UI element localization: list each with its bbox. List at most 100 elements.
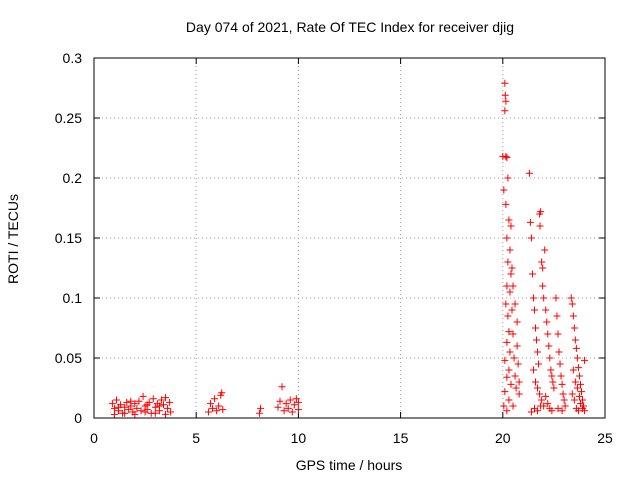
data-point: [538, 396, 546, 404]
data-point: [121, 409, 129, 417]
data-point: [503, 338, 511, 346]
data-point: [162, 410, 170, 418]
x-tick-label: 20: [495, 430, 511, 446]
data-point: [294, 398, 302, 406]
data-point: [514, 360, 522, 368]
data-point: [211, 395, 219, 403]
data-point: [501, 79, 509, 87]
data-point: [135, 397, 143, 405]
data-point: [509, 282, 517, 290]
data-point: [511, 372, 519, 380]
data-point: [542, 306, 550, 314]
data-point: [502, 200, 510, 208]
y-axis-label: ROTI / TECUs: [5, 194, 21, 284]
data-point: [502, 97, 510, 105]
data-point: [548, 372, 556, 380]
data-point: [502, 152, 510, 160]
data-point: [555, 348, 563, 356]
data-point: [294, 406, 302, 414]
data-point: [532, 378, 540, 386]
x-tick-label: 15: [393, 430, 409, 446]
data-point: [553, 312, 561, 320]
data-point: [506, 246, 514, 254]
y-tick-label: 0.2: [63, 170, 83, 186]
data-point: [501, 91, 509, 99]
data-point: [559, 390, 567, 398]
data-point: [162, 394, 170, 402]
data-point: [115, 403, 123, 411]
x-tick-label: 0: [90, 430, 98, 446]
data-point: [533, 336, 541, 344]
data-point: [573, 384, 581, 392]
data-point: [505, 396, 513, 404]
data-point: [207, 400, 215, 408]
data-point: [507, 380, 515, 388]
data-point: [500, 402, 508, 410]
data-point: [218, 389, 226, 397]
data-point: [513, 342, 521, 350]
data-point: [581, 356, 589, 364]
data-point: [543, 318, 551, 326]
data-point: [280, 407, 288, 415]
data-point: [576, 400, 584, 408]
data-points: [108, 79, 589, 418]
data-point: [532, 324, 540, 332]
data-point: [538, 258, 546, 266]
data-point: [274, 403, 282, 411]
data-point: [571, 378, 579, 386]
data-point: [292, 395, 300, 403]
data-point: [574, 364, 582, 372]
data-point: [215, 402, 223, 410]
y-tick-label: 0.05: [55, 350, 82, 366]
y-tick-label: 0.1: [63, 290, 83, 306]
data-point: [141, 408, 149, 416]
data-point: [507, 222, 515, 230]
data-point: [579, 396, 587, 404]
data-point: [166, 398, 174, 406]
data-point: [143, 401, 151, 409]
data-point: [256, 409, 264, 417]
data-point: [286, 396, 294, 404]
data-point: [572, 344, 580, 352]
data-point: [561, 402, 569, 410]
data-point: [560, 396, 568, 404]
data-point: [568, 300, 576, 308]
data-point: [503, 154, 511, 162]
data-point: [110, 404, 118, 412]
data-point: [569, 366, 577, 374]
data-point: [536, 222, 544, 230]
data-point: [515, 378, 523, 386]
chart-title: Day 074 of 2021, Rate Of TEC Index for r…: [186, 19, 514, 35]
plot-frame: [93, 57, 606, 419]
data-point: [535, 360, 543, 368]
data-point: [131, 410, 139, 418]
data-point: [556, 360, 564, 368]
data-point: [505, 328, 513, 336]
data-point: [164, 404, 172, 412]
data-point: [513, 318, 521, 326]
data-point: [525, 169, 533, 177]
data-point: [149, 395, 157, 403]
data-point: [127, 397, 135, 405]
data-point: [123, 398, 131, 406]
data-point: [167, 408, 175, 416]
data-point: [550, 384, 558, 392]
data-point: [545, 342, 553, 350]
data-point: [567, 294, 575, 302]
data-point: [554, 404, 562, 412]
data-point: [510, 354, 518, 362]
data-point: [576, 380, 584, 388]
data-point: [547, 366, 555, 374]
data-point: [204, 408, 212, 416]
data-point: [505, 216, 513, 224]
data-point: [503, 282, 511, 290]
data-point: [575, 392, 583, 400]
data-point: [511, 300, 519, 308]
data-point: [501, 356, 509, 364]
data-point: [539, 264, 547, 272]
data-point: [209, 404, 217, 412]
x-tick-label: 25: [597, 430, 613, 446]
data-point: [512, 384, 520, 392]
data-point: [534, 407, 542, 415]
x-axis-label: GPS time / hours: [296, 457, 403, 473]
